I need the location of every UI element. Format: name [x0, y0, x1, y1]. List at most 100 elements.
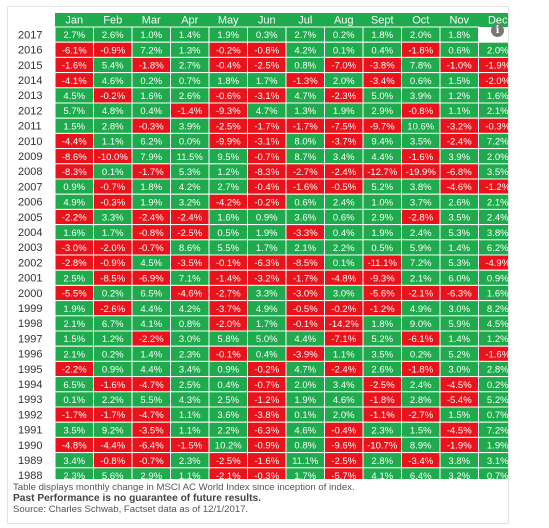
cell-label-2013-oct: 3.9% [410, 91, 432, 102]
cell-label-2004-oct: 2.4% [410, 228, 432, 239]
year-label-2003: 2003 [18, 242, 42, 254]
year-label-1990: 1990 [18, 440, 42, 452]
cell-label-2011-oct: 10.6% [407, 121, 434, 132]
month-header-oct: Oct [412, 15, 429, 27]
cell-label-2008-aug: -2.4% [331, 167, 356, 178]
cell-label-2006-aug: 2.4% [333, 197, 355, 208]
cell-label-1999-dec: 8.2% [487, 304, 508, 315]
cell-label-2004-jun: 1.9% [256, 228, 278, 239]
cell-label-2017-jul: 2.7% [294, 30, 316, 41]
cell-label-1995-sept: 2.6% [371, 365, 393, 376]
cell-label-2004-jan: 1.6% [63, 228, 85, 239]
note-source: Source: Charles Schwab, Factset data as … [13, 504, 249, 516]
cell-label-2005-nov: 3.5% [448, 213, 470, 224]
cell-label-2008-nov: -6.8% [447, 167, 472, 178]
cell-label-1995-jun: -0.2% [254, 365, 279, 376]
info-icon[interactable]: i [491, 24, 504, 37]
cell-label-1995-mar: 4.4% [140, 365, 162, 376]
year-label-2014: 2014 [18, 75, 42, 87]
cell-label-2013-jun: -3.1% [254, 91, 279, 102]
cell-label-1999-apr: 4.2% [179, 304, 201, 315]
cell-label-1989-mar: -0.7% [139, 456, 164, 467]
cell-label-2015-aug: -7.0% [331, 61, 356, 72]
cell-label-1996-aug: 1.1% [333, 349, 355, 360]
cell-label-1998-jul: -0.1% [293, 319, 318, 330]
cell-label-2017-apr: 1.4% [179, 30, 201, 41]
cell-label-1989-jun: -1.6% [254, 456, 279, 467]
cell-label-1997-aug: -7.1% [331, 334, 356, 345]
month-header-jul: Jul [298, 15, 312, 27]
cell-label-2012-jul: 1.3% [294, 106, 316, 117]
cell-label-1992-jun: -3.8% [254, 410, 279, 421]
cell-label-1992-dec: 0.7% [487, 410, 508, 421]
cell-label-2007-jul: -1.6% [293, 182, 318, 193]
cell-label-2005-oct: -2.8% [408, 213, 433, 224]
cell-label-2002-mar: 4.5% [140, 258, 162, 269]
cell-label-2002-apr: -3.5% [177, 258, 202, 269]
cell-label-2016-oct: -1.8% [408, 45, 433, 56]
cell-label-2012-aug: 1.9% [333, 106, 355, 117]
cell-label-1989-jul: 11.1% [292, 456, 319, 467]
cell-label-1990-dec: 1.9% [487, 441, 508, 452]
cell-label-2002-oct: 7.2% [410, 258, 432, 269]
cell-label-2004-aug: 0.4% [333, 228, 355, 239]
cell-label-2003-nov: 1.4% [448, 243, 470, 254]
cell-label-2011-jul: -1.7% [293, 121, 318, 132]
cell-label-2012-sept: 2.9% [371, 106, 393, 117]
cell-label-2014-dec: -2.0% [485, 76, 508, 87]
cell-label-1988-oct: 6.4% [410, 471, 432, 479]
cell-label-2003-jun: 1.7% [256, 243, 278, 254]
cell-label-1988-jul: 1.7% [294, 471, 316, 479]
cell-label-1990-feb: -4.4% [100, 441, 125, 452]
cell-label-2014-sept: -3.4% [370, 76, 395, 87]
cell-label-2014-mar: 0.2% [140, 76, 162, 87]
cell-label-1999-jun: 4.9% [256, 304, 278, 315]
cell-label-2003-mar: -0.7% [139, 243, 164, 254]
cell-label-1998-jun: 1.7% [256, 319, 278, 330]
month-header-sept: Sept [371, 15, 394, 27]
cell-label-1999-nov: 3.0% [448, 304, 470, 315]
cell-label-2016-feb: -0.9% [100, 45, 125, 56]
cell-label-2009-dec: 2.0% [487, 152, 508, 163]
cell-label-2010-feb: 1.1% [102, 137, 124, 148]
cell-label-2006-oct: 3.7% [410, 197, 432, 208]
heatmap-table: Jan Feb Mar Apr May Jun Jul Aug Sept Oct Nov Dec 201… [18, 13, 508, 479]
cell-label-2015-oct: 7.8% [410, 61, 432, 72]
month-header-mar: Mar [142, 15, 161, 27]
month-header-jan: Jan [65, 15, 83, 27]
cell-label-2000-apr: -4.6% [177, 289, 202, 300]
cell-label-1998-aug: -14.2% [329, 319, 360, 330]
cell-label-2003-feb: -2.0% [100, 243, 125, 254]
cell-label-2009-aug: 3.4% [333, 152, 355, 163]
year-label-1989: 1989 [18, 455, 42, 467]
cell-label-1988-dec: 0.7% [487, 471, 508, 479]
cell-label-2001-mar: -6.9% [139, 273, 164, 284]
cell-label-1992-sept: -1.1% [370, 410, 395, 421]
cell-label-1993-jun: -1.2% [254, 395, 279, 406]
cell-label-2012-feb: 4.8% [102, 106, 124, 117]
cell-label-1995-feb: 0.9% [102, 365, 124, 376]
cell-label-1991-oct: 1.5% [410, 425, 432, 436]
cell-label-1988-jun: -0.3% [254, 471, 279, 479]
year-label-1988: 1988 [18, 470, 42, 479]
note-description: Table displays monthly change in MSCI AC… [13, 482, 355, 493]
cell-label-1993-feb: 2.2% [102, 395, 124, 406]
cell-label-1995-may: 0.9% [217, 365, 239, 376]
cell-label-2002-may: -0.1% [216, 258, 241, 269]
cell-label-2011-feb: 2.8% [102, 121, 124, 132]
cell-label-1988-sept: 4.1% [371, 471, 393, 479]
cell-label-2010-dec: 7.2% [487, 137, 508, 148]
cell-label-2006-dec: 2.1% [487, 197, 508, 208]
cell-label-2001-sept: -9.3% [370, 273, 395, 284]
cell-label-2003-aug: 2.2% [333, 243, 355, 254]
year-label-2011: 2011 [18, 121, 42, 133]
cell-label-2009-jun: -0.7% [254, 152, 279, 163]
cell-label-2016-apr: 1.3% [179, 45, 201, 56]
cell-label-2004-nov: 5.3% [448, 228, 470, 239]
year-label-1996: 1996 [18, 349, 42, 361]
cell-label-1995-aug: -2.4% [331, 365, 356, 376]
year-label-2007: 2007 [18, 181, 42, 193]
cell-label-2000-feb: 0.2% [102, 289, 124, 300]
cell-label-1993-mar: 5.5% [140, 395, 162, 406]
cell-label-1988-feb: 5.6% [102, 471, 124, 479]
